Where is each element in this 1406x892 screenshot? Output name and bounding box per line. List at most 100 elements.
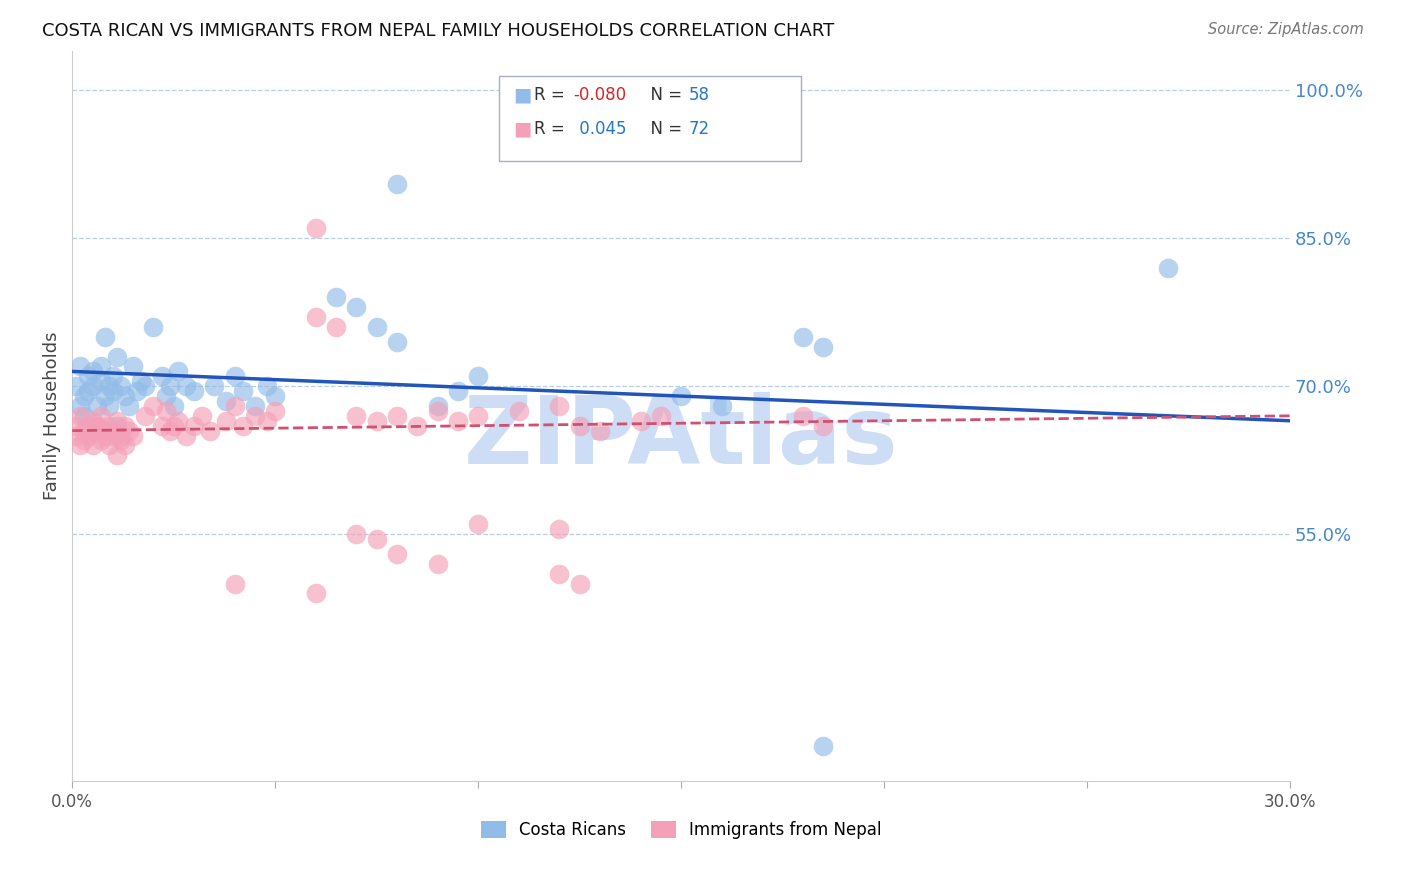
Point [82, 414, 104, 428]
Point [101, 428, 124, 442]
Point [174, 379, 197, 393]
Point [86, 418, 108, 433]
Point [101, 384, 124, 399]
Point [406, 418, 429, 433]
Point [82, 438, 104, 452]
Point [264, 404, 287, 418]
Text: 72: 72 [689, 120, 710, 138]
Point [73, 389, 96, 403]
Point [811, 739, 834, 754]
Text: R =: R = [534, 120, 571, 138]
Text: Source: ZipAtlas.com: Source: ZipAtlas.com [1208, 22, 1364, 37]
Point [101, 424, 124, 438]
Point [710, 399, 733, 413]
Point [105, 448, 128, 462]
Point [65, 379, 87, 393]
Point [792, 409, 814, 423]
Point [93, 428, 115, 442]
Point [426, 557, 449, 571]
Point [426, 399, 449, 413]
Point [122, 359, 145, 374]
Point [669, 389, 692, 403]
Point [69, 359, 91, 374]
Text: 0.045: 0.045 [574, 120, 626, 138]
Point [65, 418, 87, 433]
Point [86, 418, 108, 433]
Point [650, 409, 672, 423]
Point [467, 517, 489, 532]
Point [548, 522, 571, 536]
Point [69, 399, 91, 413]
Point [508, 404, 530, 418]
Point [215, 394, 238, 409]
Point [73, 434, 96, 448]
Point [366, 532, 388, 546]
Point [305, 221, 328, 235]
Text: ■: ■ [513, 120, 531, 139]
Point [69, 409, 91, 423]
Point [548, 566, 571, 581]
Point [97, 399, 120, 413]
Point [183, 418, 205, 433]
Point [69, 438, 91, 452]
Point [163, 399, 186, 413]
Point [93, 389, 115, 403]
Point [97, 418, 120, 433]
Point [344, 527, 367, 541]
Point [232, 384, 254, 399]
Point [114, 418, 136, 433]
Text: ZIPAtlas: ZIPAtlas [464, 392, 898, 483]
Point [82, 379, 104, 393]
Point [630, 414, 652, 428]
Point [142, 399, 165, 413]
Point [155, 389, 177, 403]
Text: COSTA RICAN VS IMMIGRANTS FROM NEPAL FAMILY HOUSEHOLDS CORRELATION CHART: COSTA RICAN VS IMMIGRANTS FROM NEPAL FAM… [42, 22, 834, 40]
Point [232, 418, 254, 433]
Point [1157, 260, 1180, 275]
Point [134, 409, 156, 423]
Point [174, 428, 197, 442]
Point [134, 379, 156, 393]
Point [97, 438, 120, 452]
Point [224, 399, 246, 413]
Point [426, 404, 449, 418]
Point [385, 334, 408, 349]
Text: N =: N = [640, 87, 688, 104]
Point [191, 409, 214, 423]
Point [82, 364, 104, 378]
Point [264, 389, 287, 403]
Point [256, 379, 278, 393]
Point [129, 374, 152, 388]
Point [122, 428, 145, 442]
Point [811, 340, 834, 354]
Point [166, 364, 188, 378]
Point [90, 359, 112, 374]
Point [243, 399, 266, 413]
Point [568, 576, 591, 591]
Point [90, 374, 112, 388]
Point [305, 310, 328, 325]
Point [224, 576, 246, 591]
Point [118, 424, 141, 438]
Point [385, 177, 408, 191]
Point [224, 369, 246, 384]
Point [467, 369, 489, 384]
Point [467, 409, 489, 423]
Point [811, 418, 834, 433]
Point [77, 384, 100, 399]
Point [305, 586, 328, 600]
Point [344, 409, 367, 423]
Point [77, 428, 100, 442]
Point [385, 409, 408, 423]
Point [243, 409, 266, 423]
Point [385, 547, 408, 561]
Point [325, 290, 347, 304]
Point [127, 384, 149, 399]
Point [366, 320, 388, 334]
Point [183, 384, 205, 399]
Text: R =: R = [534, 87, 571, 104]
Text: N =: N = [640, 120, 688, 138]
Point [65, 428, 87, 442]
Point [325, 320, 347, 334]
Point [101, 369, 124, 384]
